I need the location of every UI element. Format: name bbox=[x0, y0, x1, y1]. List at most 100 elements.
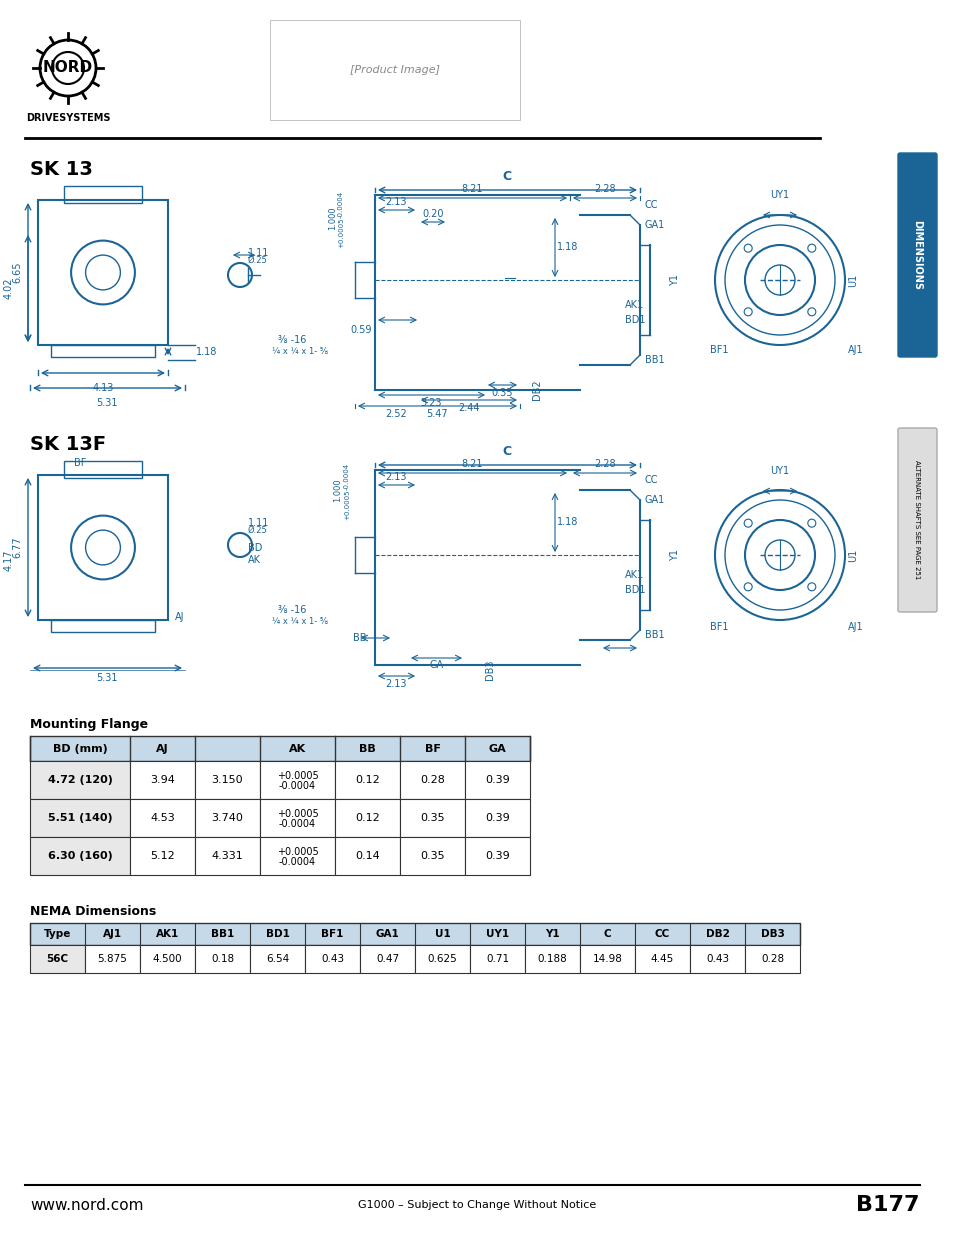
Text: SK 13: SK 13 bbox=[30, 161, 92, 179]
Bar bbox=[130, 837, 194, 876]
Text: 0.28: 0.28 bbox=[419, 776, 444, 785]
Text: 5.31: 5.31 bbox=[96, 398, 117, 408]
Text: DRIVESYSTEMS: DRIVESYSTEMS bbox=[26, 112, 111, 124]
Bar bbox=[30, 923, 800, 945]
Bar bbox=[260, 799, 335, 837]
Text: +0.0005: +0.0005 bbox=[337, 219, 344, 248]
Text: BB1: BB1 bbox=[644, 354, 664, 366]
Text: 8.21: 8.21 bbox=[460, 459, 482, 469]
Text: CC: CC bbox=[654, 929, 669, 939]
Text: -0.0004: -0.0004 bbox=[337, 191, 344, 219]
Bar bbox=[399, 799, 464, 837]
Text: DB3: DB3 bbox=[484, 659, 495, 680]
Text: 4.500: 4.500 bbox=[152, 953, 182, 965]
Text: 3.150: 3.150 bbox=[212, 776, 243, 785]
Bar bbox=[470, 945, 524, 973]
Text: 4.17: 4.17 bbox=[4, 550, 14, 571]
Text: +0.0005: +0.0005 bbox=[276, 809, 318, 819]
Text: 0.18: 0.18 bbox=[211, 953, 233, 965]
Text: GA: GA bbox=[488, 743, 506, 753]
Text: BF1: BF1 bbox=[321, 929, 343, 939]
Bar bbox=[64, 461, 142, 478]
Bar bbox=[635, 945, 689, 973]
Text: AK1: AK1 bbox=[624, 571, 643, 580]
Bar bbox=[744, 945, 800, 973]
Text: 0.39: 0.39 bbox=[485, 776, 509, 785]
Text: 0.14: 0.14 bbox=[355, 851, 379, 861]
Text: U1: U1 bbox=[435, 929, 450, 939]
Text: 3.94: 3.94 bbox=[150, 776, 174, 785]
Text: DB2: DB2 bbox=[532, 379, 541, 400]
Text: +0.0005: +0.0005 bbox=[276, 847, 318, 857]
Bar bbox=[30, 837, 130, 876]
Text: Ø.25: Ø.25 bbox=[248, 256, 268, 266]
Text: ALTERNATE SHAFTS SEE PAGE 251: ALTERNATE SHAFTS SEE PAGE 251 bbox=[913, 461, 919, 579]
Bar bbox=[30, 945, 85, 973]
Text: -0.0004: -0.0004 bbox=[278, 819, 315, 829]
Text: 6.77: 6.77 bbox=[12, 536, 22, 558]
Text: 0.12: 0.12 bbox=[355, 813, 379, 823]
Text: UY1: UY1 bbox=[485, 929, 509, 939]
Text: 14.98: 14.98 bbox=[592, 953, 621, 965]
Text: 4.13: 4.13 bbox=[92, 383, 113, 393]
Text: 0.71: 0.71 bbox=[485, 953, 509, 965]
Text: 2.13: 2.13 bbox=[385, 679, 406, 689]
Text: 0.28: 0.28 bbox=[760, 953, 783, 965]
Text: 0.43: 0.43 bbox=[320, 953, 344, 965]
Text: BF: BF bbox=[424, 743, 440, 753]
Bar bbox=[524, 945, 579, 973]
Text: 2.28: 2.28 bbox=[594, 184, 616, 194]
Text: BF1: BF1 bbox=[709, 622, 728, 632]
Text: BB: BB bbox=[354, 634, 367, 643]
Text: NORD: NORD bbox=[43, 61, 93, 75]
Text: C: C bbox=[603, 929, 611, 939]
Text: 0.35: 0.35 bbox=[491, 388, 512, 398]
Text: DB2: DB2 bbox=[705, 929, 729, 939]
Text: -0.0004: -0.0004 bbox=[344, 463, 350, 490]
Bar bbox=[38, 200, 168, 345]
Text: DB3: DB3 bbox=[760, 929, 783, 939]
Bar bbox=[130, 761, 194, 799]
Bar bbox=[399, 761, 464, 799]
Text: AJ1: AJ1 bbox=[847, 345, 862, 354]
Text: 0.39: 0.39 bbox=[485, 813, 509, 823]
Text: B177: B177 bbox=[856, 1195, 919, 1215]
Text: 8.21: 8.21 bbox=[460, 184, 482, 194]
Text: 0.35: 0.35 bbox=[419, 813, 444, 823]
Text: ¼ x ¼ x 1- ⅝: ¼ x ¼ x 1- ⅝ bbox=[272, 618, 328, 626]
Text: BD (mm): BD (mm) bbox=[52, 743, 108, 753]
Bar bbox=[399, 837, 464, 876]
Bar bbox=[359, 945, 415, 973]
Text: 1.18: 1.18 bbox=[557, 242, 578, 252]
Text: AJ: AJ bbox=[156, 743, 169, 753]
Text: 5.875: 5.875 bbox=[97, 953, 128, 965]
Text: AK: AK bbox=[248, 555, 261, 564]
Text: BD1: BD1 bbox=[624, 315, 645, 325]
Bar bbox=[260, 837, 335, 876]
Bar bbox=[140, 945, 194, 973]
Text: 0.188: 0.188 bbox=[537, 953, 567, 965]
Text: 5.31: 5.31 bbox=[96, 673, 117, 683]
Text: 0.20: 0.20 bbox=[422, 209, 443, 219]
Text: 4.53: 4.53 bbox=[150, 813, 174, 823]
Text: GA: GA bbox=[430, 659, 443, 671]
Text: Ø.25: Ø.25 bbox=[248, 526, 268, 535]
Text: Y1: Y1 bbox=[669, 550, 679, 561]
Text: 6.65: 6.65 bbox=[12, 262, 22, 283]
Bar bbox=[464, 799, 530, 837]
Text: AJ: AJ bbox=[174, 613, 184, 622]
Text: UY1: UY1 bbox=[770, 466, 789, 475]
Bar bbox=[130, 799, 194, 837]
Text: 1.18: 1.18 bbox=[195, 347, 217, 357]
Text: AK: AK bbox=[289, 743, 306, 753]
Text: +0.0005: +0.0005 bbox=[344, 490, 350, 520]
Text: 5.51 (140): 5.51 (140) bbox=[48, 813, 112, 823]
Text: AJ1: AJ1 bbox=[103, 929, 122, 939]
Text: 1.18: 1.18 bbox=[557, 517, 578, 527]
Bar bbox=[270, 20, 519, 120]
Text: ⅜ -16: ⅜ -16 bbox=[277, 335, 306, 345]
Text: Y1: Y1 bbox=[544, 929, 559, 939]
Text: 0.59: 0.59 bbox=[350, 325, 372, 335]
Text: C: C bbox=[502, 445, 511, 458]
Text: BD1: BD1 bbox=[265, 929, 289, 939]
